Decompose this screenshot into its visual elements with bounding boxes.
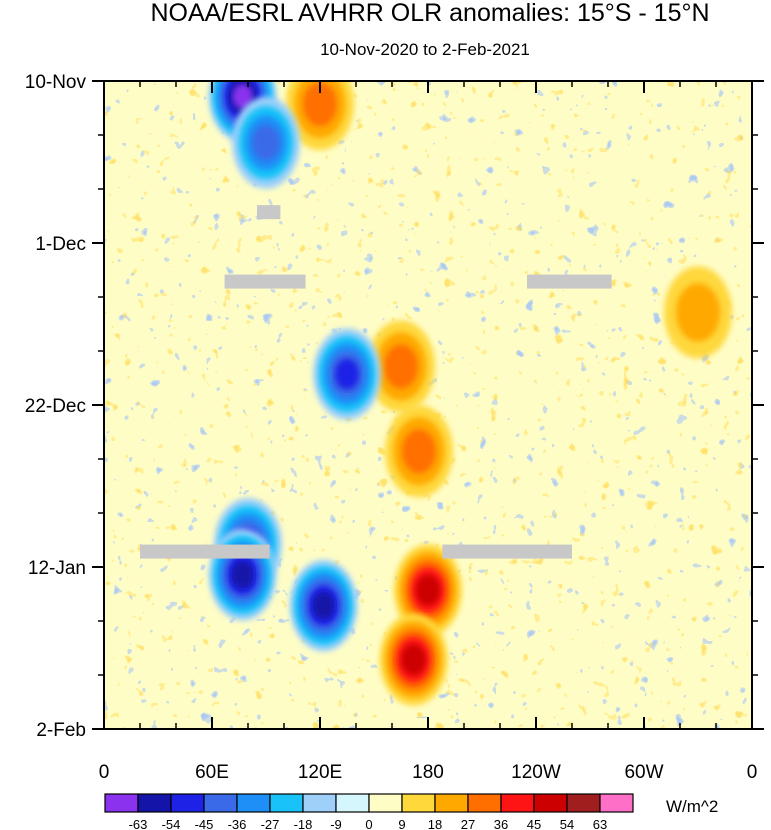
- colorbar-units: W/m^2: [666, 797, 719, 816]
- x-tick-label: 0: [747, 762, 758, 783]
- colorbar-box: [533, 793, 568, 813]
- missing-data-bar: [140, 544, 270, 559]
- positive-anomaly: [664, 266, 732, 359]
- missing-data-bar: [442, 544, 572, 559]
- negative-anomaly: [289, 559, 358, 652]
- axis-ticks: 0 60E 120E 180 120W 60W 0 10-Nov 1-Dec 22-Dec 12-J…: [25, 72, 764, 783]
- anomaly-contour: [312, 591, 335, 620]
- anomaly-contour: [231, 561, 254, 589]
- colorbar-box: [170, 793, 205, 813]
- positive-anomaly: [394, 544, 462, 637]
- colorbar-level-label: -36: [228, 817, 247, 830]
- colorbar-box: [467, 793, 502, 813]
- colorbar-level-label: 18: [428, 817, 442, 830]
- anomaly-contour: [415, 574, 441, 606]
- plot-area: [103, 80, 753, 730]
- colorbar-box: [104, 793, 139, 813]
- anomaly-contour: [676, 283, 720, 342]
- positive-anomaly: [367, 320, 435, 413]
- missing-data-bar: [257, 205, 281, 220]
- missing-data-bar: [527, 274, 612, 289]
- x-tick-label: 120E: [298, 762, 342, 783]
- anomaly-field: [208, 81, 732, 706]
- missing-data-bar: [224, 274, 306, 289]
- colorbar-level-label: -54: [162, 817, 181, 830]
- y-tick-label: 1-Dec: [35, 234, 86, 255]
- negative-anomaly: [232, 96, 300, 189]
- colorbar-box: [368, 793, 403, 813]
- colorbar-box: [269, 793, 304, 813]
- y-tick-label: 22-Dec: [25, 396, 86, 417]
- colorbar-box: [599, 793, 634, 813]
- colorbar-box: [434, 793, 469, 813]
- anomaly-contour: [303, 82, 337, 127]
- colorbar: -63 -54 -45 -36 -27 -18 -9 0 9 18 27 36 45 54 63: [104, 793, 634, 830]
- x-tick-label: 120W: [511, 762, 561, 783]
- colorbar-level-label: -9: [330, 817, 342, 830]
- x-tick-label: 60E: [195, 762, 229, 783]
- x-tick-label: 0: [99, 762, 110, 783]
- missing-data-bars: [140, 205, 612, 559]
- colorbar-box: [500, 793, 535, 813]
- colorbar-box: [236, 793, 271, 813]
- colorbar-box: [203, 793, 238, 813]
- colorbar-level-label: 45: [527, 817, 541, 830]
- anomaly-contour: [334, 358, 360, 390]
- anomaly-contour: [384, 344, 418, 389]
- positive-anomaly: [379, 613, 448, 706]
- anomaly-contour: [402, 429, 436, 474]
- colorbar-level-label: 63: [593, 817, 607, 830]
- colorbar-level-label: -27: [261, 817, 280, 830]
- colorbar-level-label: -45: [195, 817, 214, 830]
- y-tick-label: 12-Jan: [28, 558, 86, 579]
- colorbar-level-label: 9: [398, 817, 405, 830]
- colorbar-box: [335, 793, 370, 813]
- colorbar-box: [137, 793, 172, 813]
- positive-anomaly: [286, 81, 354, 151]
- positive-anomaly: [385, 405, 453, 498]
- y-tick-label: 10-Nov: [25, 72, 87, 93]
- chart-subtitle: 10-Nov-2020 to 2-Feb-2021: [320, 40, 530, 59]
- anomaly-contour: [252, 124, 280, 161]
- colorbar-level-label: -18: [294, 817, 313, 830]
- colorbar-level-label: 0: [365, 817, 372, 830]
- colorbar-box: [566, 793, 601, 813]
- anomaly-contour: [401, 644, 426, 676]
- negative-anomaly: [208, 528, 277, 621]
- chart-title: NOAA/ESRL AVHRR OLR anomalies: 15°S - 15…: [150, 0, 710, 27]
- colorbar-level-label: -63: [129, 817, 148, 830]
- y-tick-label: 2-Feb: [36, 720, 86, 741]
- x-tick-label: 60W: [624, 762, 663, 783]
- anomaly-contour: [232, 84, 253, 109]
- x-tick-label: 180: [412, 762, 444, 783]
- colorbar-box: [401, 793, 436, 813]
- colorbar-level-label: 54: [560, 817, 574, 830]
- colorbar-level-label: 27: [461, 817, 475, 830]
- colorbar-level-label: 36: [494, 817, 508, 830]
- negative-anomaly: [313, 328, 381, 421]
- colorbar-box: [302, 793, 337, 813]
